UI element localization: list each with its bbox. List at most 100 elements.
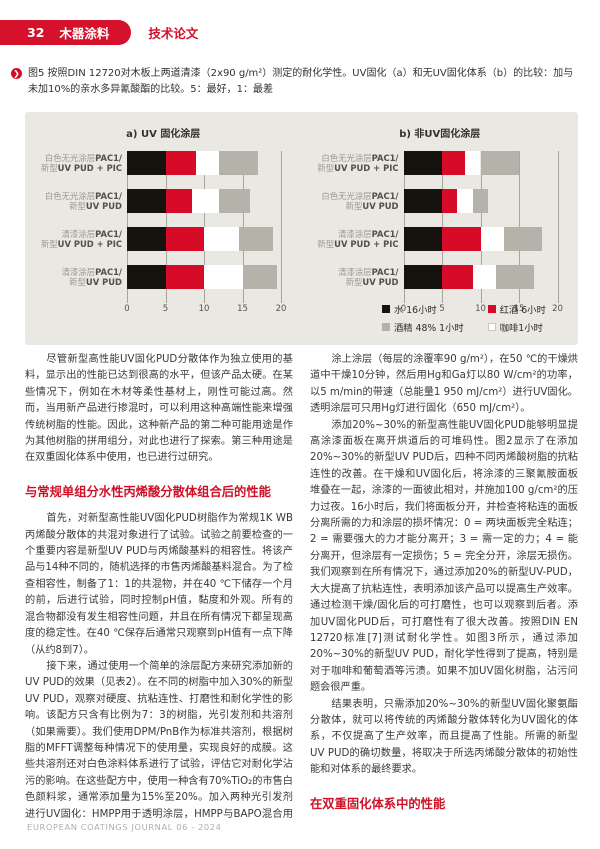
section-title: 木器涂料	[59, 26, 110, 41]
label-cn-part: 新型	[317, 163, 335, 173]
bar-segment	[442, 151, 466, 175]
bar-segment	[442, 189, 458, 213]
bar-segment	[127, 189, 166, 213]
bar-row	[127, 227, 281, 251]
label-latin-part: UV PUD + PIC	[57, 163, 122, 173]
legend-swatch	[382, 305, 390, 313]
x-axis-tick: 10	[198, 304, 210, 314]
category-label-text: 清漆涂层PAC1/新型UV PUD + PIC	[41, 229, 122, 250]
left-column: 尽管新型高性能UV固化PUD分散体作为独立使用的基料，显示出的性能已达到很高的水…	[25, 352, 293, 820]
label-latin-part: UV PUD + PIC	[57, 239, 122, 249]
label-cn-part: 新型	[69, 277, 86, 287]
x-axis: 0 5 10 15 20	[124, 303, 286, 315]
journal-footer: EUROPEAN COATINGS JOURNAL 06 - 2024	[27, 822, 222, 832]
category-labels: 白色无光涂层PAC1/新型UV PUD + PIC 白色无光涂层PAC1/新型UV…	[25, 151, 127, 303]
bar-segment	[238, 227, 274, 251]
label-latin-part: UV PUD	[362, 201, 399, 211]
category-label-text: 白色无光涂层PAC1/新型UV PUD	[45, 191, 122, 212]
label-latin-part: PAC1/	[371, 228, 399, 239]
x-axis-tick: 0	[400, 304, 407, 314]
label-latin-part: PAC1/	[371, 266, 399, 277]
body-paragraph: 涂上涂层（每层的涂覆率90 g/m²），在50 ℃的干燥烘道中干燥10分钟，然后…	[310, 354, 578, 415]
x-axis-tick: 20	[552, 304, 563, 314]
bar-segment	[204, 265, 243, 289]
category-label: 白色无光涂层PAC1/新型UV PUD + PIC	[302, 151, 404, 175]
bar-segment	[196, 151, 220, 175]
bar-row	[403, 151, 558, 175]
label-cn-part: 清漆涂层	[338, 266, 372, 277]
label-cn-part: 白色无光涂层	[321, 152, 372, 163]
right-column: 涂上涂层（每层的涂覆率90 g/m²），在50 ℃的干燥烘道中干燥10分钟，然后…	[310, 352, 578, 820]
x-axis-tick: 5	[162, 304, 169, 314]
legend-label: 红酒 6小时	[499, 305, 546, 316]
bar-segment	[165, 227, 204, 251]
label-latin-part: UV PUD + PIC	[334, 239, 399, 249]
bar-segment	[403, 151, 442, 175]
label-latin-part: PAC1/	[95, 152, 122, 163]
label-latin-part: PAC1/	[371, 190, 399, 201]
bar-segment	[165, 189, 193, 213]
panel-body: 白色无光涂层PAC1/新型UV PUD + PIC 白色无光涂层PAC1/新型UV…	[302, 151, 579, 303]
body-paragraph: 结果表明，只需添加20%~30%的新型UV固化聚氨酯分散体，就可以将传统的丙烯酸…	[310, 698, 578, 776]
category-labels: 白色无光涂层PAC1/新型UV PUD + PIC 白色无光涂层PAC1/新型UV…	[302, 151, 404, 303]
bar-row	[403, 227, 558, 251]
bar-segment	[219, 189, 251, 213]
plot-area	[127, 151, 282, 303]
category-label: 白色无光涂层PAC1/新型UV PUD	[302, 189, 404, 213]
bar-segment	[127, 265, 166, 289]
arrow-circle-icon: ❯	[11, 68, 22, 79]
bar-segment	[127, 227, 166, 251]
bar-segment	[403, 189, 442, 213]
bar-segment	[503, 227, 543, 251]
body-paragraph: 尽管新型高性能UV固化PUD分散体作为独立使用的基料，显示出的性能已达到很高的水…	[25, 354, 293, 464]
bar-row	[403, 265, 558, 289]
label-latin-part: PAC1/	[95, 266, 122, 277]
chart-panel-a: a) UV 固化涂层 白色无光涂层PAC1/新型UV PUD + PIC 白色无光涂…	[25, 125, 302, 315]
legend-label: 水 16小时	[394, 305, 437, 316]
x-axis-tick: 5	[439, 304, 445, 314]
legend-item: 红酒 6小时	[487, 302, 546, 316]
gridline	[281, 151, 282, 303]
section-heading: 与常规单组分水性丙烯酸分散体组合后的性能	[25, 484, 271, 499]
legend-swatch	[487, 323, 496, 331]
category-label-text: 清漆涂层PAC1/新型UV PUD	[338, 267, 398, 288]
bar-segment	[457, 189, 473, 213]
x-axis: 0 5 10 15 20	[400, 303, 563, 315]
bar-segment	[165, 151, 197, 175]
bar-segment	[442, 265, 473, 289]
article-body: 尽管新型高性能UV固化PUD分散体作为独立使用的基料，显示出的性能已达到很高的水…	[25, 352, 578, 820]
page-number: 32	[27, 25, 45, 40]
legend-item: 咖啡1小时	[487, 320, 546, 334]
label-cn-part: 新型	[69, 201, 86, 211]
bar-row	[127, 189, 281, 213]
page-header: 32 木器涂料 技术论文	[0, 20, 198, 45]
bar-segment	[403, 265, 442, 289]
legend-swatch	[487, 305, 496, 313]
label-cn-part: 新型	[40, 163, 58, 173]
label-cn-part: 新型	[40, 239, 58, 249]
category-label-text: 白色无光涂层PAC1/新型UV PUD	[321, 191, 398, 212]
panel-title: b) 非UV固化涂层	[399, 129, 481, 140]
x-axis-tick: 15	[513, 304, 525, 314]
label-latin-part: UV PUD + PIC	[334, 163, 399, 173]
bar-row	[403, 189, 558, 213]
section-heading: 在双重固化体系中的性能	[310, 796, 446, 811]
body-paragraph: 首先，对新型高性能UV固化PUD树脂作为常规1K WB丙烯酸分散体的共混对象进行…	[25, 513, 293, 656]
legend-item: 酒精 48% 1小时	[382, 320, 464, 334]
label-cn-part: 白色无光涂层	[321, 190, 372, 201]
section-pill: 32 木器涂料	[0, 20, 132, 45]
bar-segment	[127, 151, 166, 175]
bar-segment	[219, 151, 258, 175]
legend-label: 咖啡1小时	[499, 323, 543, 334]
bar-segment	[165, 265, 204, 289]
legend-label: 酒精 48% 1小时	[394, 323, 464, 334]
article-type-label: 技术论文	[148, 26, 199, 41]
bar-segment	[403, 227, 442, 251]
bar-segment	[242, 265, 278, 289]
bar-segment	[442, 227, 481, 251]
bar-segment	[204, 227, 239, 251]
label-cn-part: 白色无光涂层	[44, 152, 96, 163]
category-label: 清漆涂层PAC1/新型UV PUD + PIC	[302, 227, 404, 251]
bar-segment	[465, 151, 481, 175]
